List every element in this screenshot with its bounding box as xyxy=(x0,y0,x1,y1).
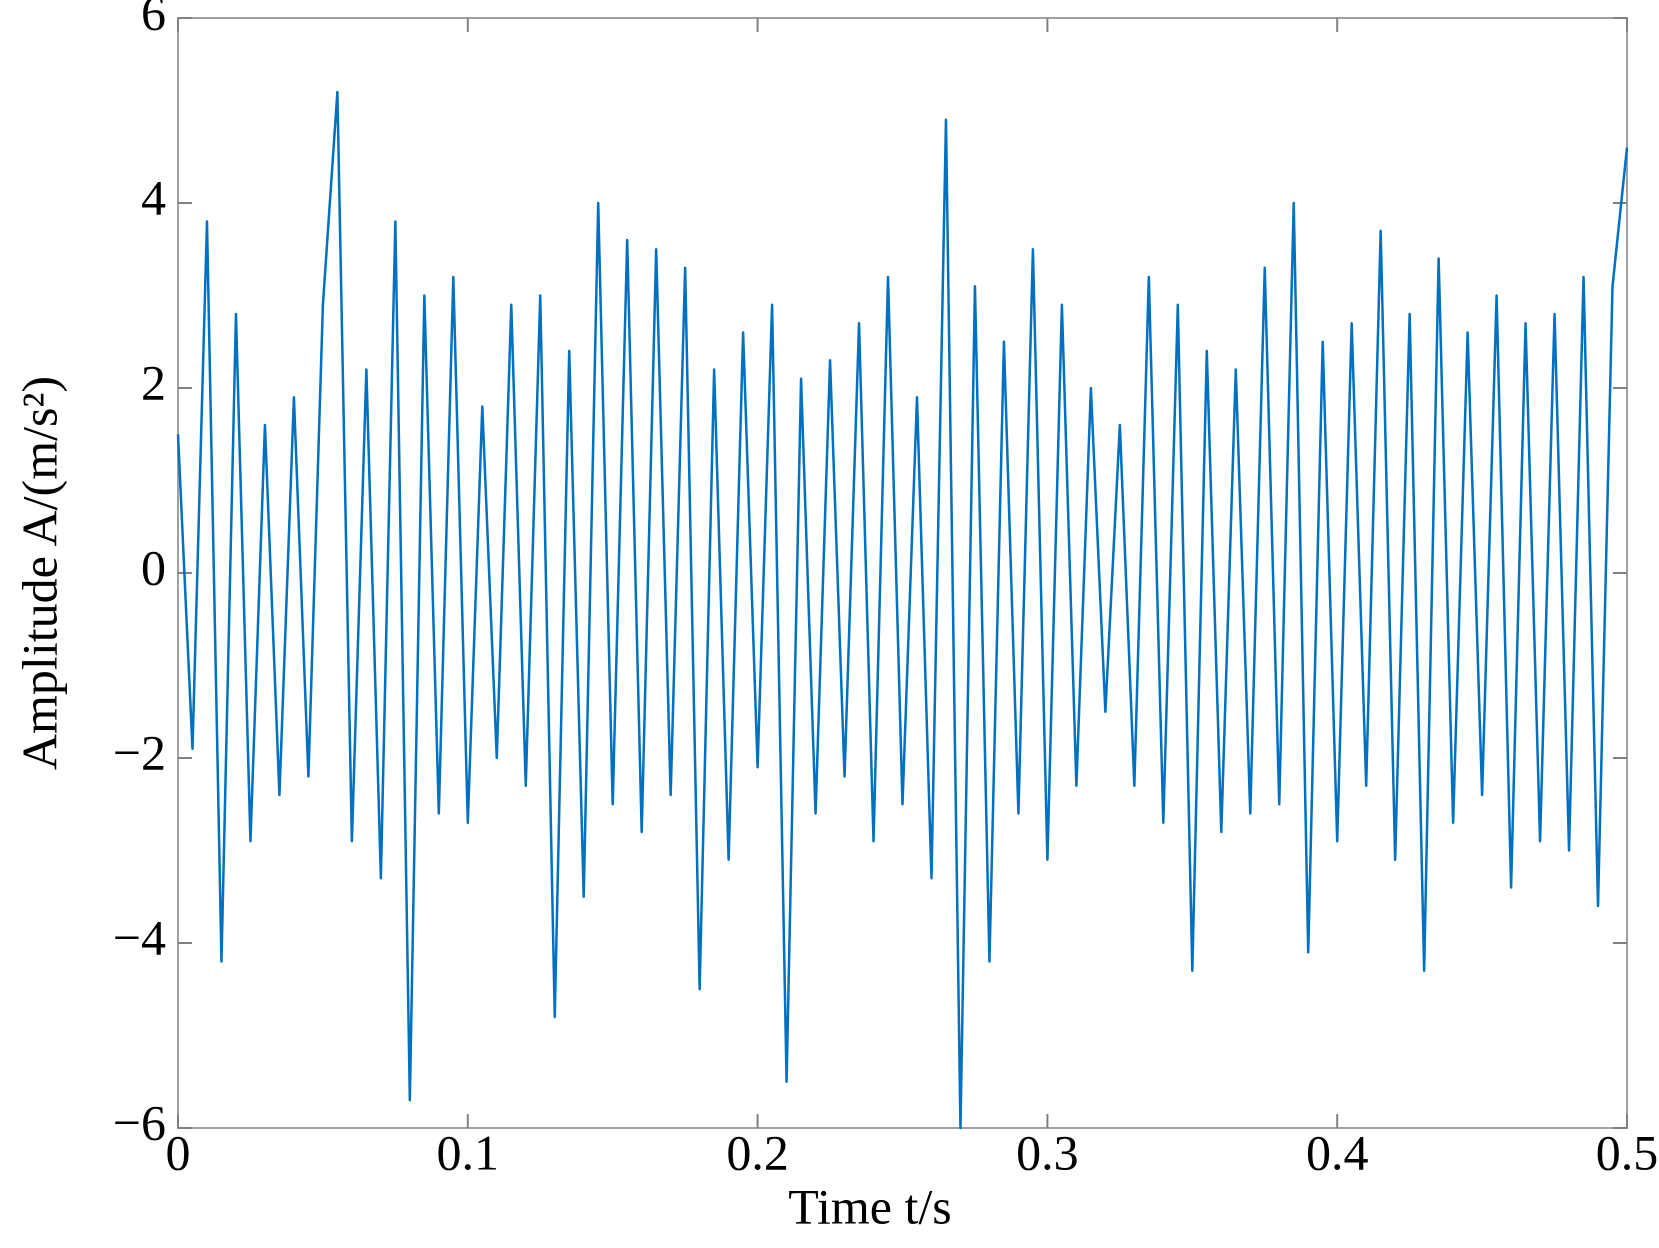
x-tick-label: 0.5 xyxy=(1596,1124,1659,1180)
y-tick-label: 6 xyxy=(141,0,166,40)
y-tick-label: −6 xyxy=(113,1094,166,1150)
y-axis-title: Amplitude A/(m/s²) xyxy=(11,376,67,770)
y-tick-label: 4 xyxy=(141,169,166,225)
y-tick-label: 2 xyxy=(141,354,166,410)
y-tick-label: −2 xyxy=(113,724,166,780)
x-tick-label: 0.3 xyxy=(1016,1124,1079,1180)
x-tick-label: 0.4 xyxy=(1306,1124,1369,1180)
x-axis-title: Time t/s xyxy=(788,1178,952,1234)
plot-frame xyxy=(177,17,1628,1129)
y-tick-label: −4 xyxy=(113,909,166,965)
signal-line xyxy=(176,90,1629,1130)
y-tick-label: 0 xyxy=(141,539,166,595)
x-tick-label: 0 xyxy=(166,1124,191,1180)
x-tick-label: 0.1 xyxy=(437,1124,500,1180)
x-tick-label: 0.2 xyxy=(726,1124,789,1180)
